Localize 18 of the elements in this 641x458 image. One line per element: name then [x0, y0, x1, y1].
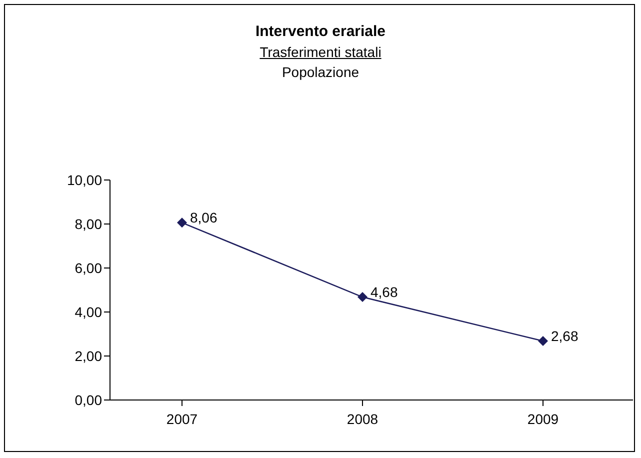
point — [538, 336, 548, 346]
x-tick-label: 2009 — [527, 410, 559, 427]
y-tick-label: 2,00 — [74, 348, 102, 364]
chart-title: Intervento erariale — [254, 22, 387, 42]
x-tick-label: 2008 — [346, 410, 378, 427]
data-label: 2,68 — [551, 328, 578, 344]
text: Popolazione — [280, 63, 360, 82]
y-tick-label: 10,00 — [66, 172, 102, 188]
chart-subtitle: Trasferimenti statali — [258, 43, 382, 62]
point — [177, 218, 187, 228]
data-label: 4,68 — [370, 284, 398, 300]
point — [358, 292, 368, 302]
y-tick-label: 0,00 — [74, 392, 102, 408]
y-tick-label: 4,00 — [74, 304, 102, 320]
x-tick-label: 2007 — [166, 410, 198, 427]
y-tick-label: 8,00 — [74, 216, 102, 232]
data-label: 8,06 — [190, 210, 218, 226]
y-tick-label: 6,00 — [74, 260, 102, 276]
